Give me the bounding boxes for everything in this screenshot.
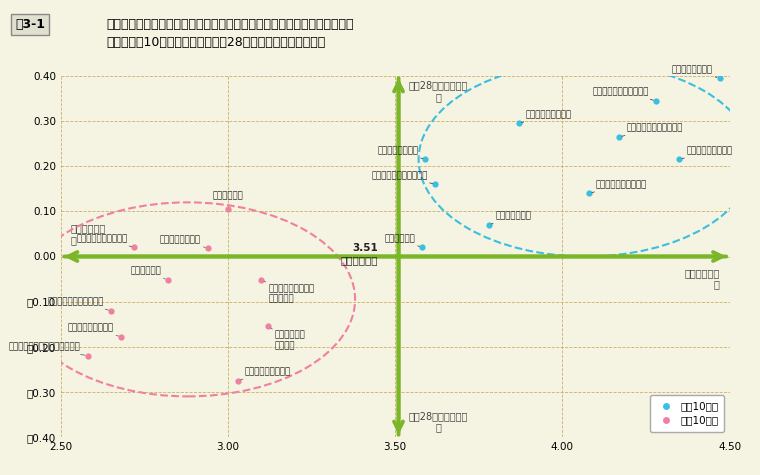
Text: 図3-1: 図3-1	[15, 18, 45, 31]
Text: 法令やルールの理解度: 法令やルールの理解度	[592, 180, 648, 192]
Text: 公務の将来性: 公務の将来性	[130, 267, 165, 279]
Text: 業務量に応じた人員配置: 業務量に応じた人員配置	[48, 297, 108, 310]
Text: 府省庁の社会貢献度: 府省庁の社会貢献度	[521, 110, 572, 123]
Text: パワハラの防止度: パワハラの防止度	[378, 146, 423, 159]
Text: 平成28年度調査より
低: 平成28年度調査より 低	[409, 411, 468, 433]
Text: 奉仕の実感の機会: 奉仕の実感の機会	[160, 235, 205, 247]
Text: キャリアに関する部下への助言: キャリアに関する部下への助言	[9, 342, 85, 355]
Text: 3.51
（総平均値）: 3.51 （総平均値）	[341, 244, 378, 265]
Text: 明るい雰囲気: 明るい雰囲気	[385, 234, 420, 247]
Text: セクハラの防止度: セクハラの防止度	[672, 65, 717, 77]
Text: 府省庁の国民への奉仕度: 府省庁の国民への奉仕度	[372, 171, 432, 184]
Text: 業務の効率化: 業務の効率化	[213, 192, 243, 201]
Text: 不祥事の再発防止の取組: 不祥事の再発防止の取組	[593, 88, 654, 100]
Text: 行政職俸給表（一）が適用される職員のうち、本府省庁勤務者の平均値：
上位・下位10項目の平均値、平成28年度調査との差の関係図: 行政職俸給表（一）が適用される職員のうち、本府省庁勤務者の平均値： 上位・下位1…	[106, 18, 354, 49]
Text: 所管行政の責任ある推進: 所管行政の責任ある推進	[622, 124, 682, 136]
Text: オフィス環境
の快適度: オフィス環境 の快適度	[271, 328, 306, 350]
Text: 総平均値より
高: 総平均値より 高	[684, 268, 720, 289]
Text: 総平均値より
低: 総平均値より 低	[71, 224, 106, 245]
Text: 府省庁の職場推奨度: 府省庁の職場推奨度	[68, 323, 119, 336]
Legend: 上位10項目, 下位10項目: 上位10項目, 下位10項目	[650, 395, 724, 432]
Text: 自身の将来イメージ: 自身の将来イメージ	[241, 368, 291, 380]
Text: 仕事の改善姿勢: 仕事の改善姿勢	[492, 212, 532, 224]
Text: 法令や倫理の遵守度: 法令や倫理の遵守度	[682, 146, 733, 159]
Text: 異動における適性・
育成の考慮: 異動における適性・ 育成の考慮	[264, 281, 315, 304]
Text: 平成28年度調査より
高: 平成28年度調査より 高	[409, 80, 468, 102]
Text: 退職後の生活の安心感: 退職後の生活の安心感	[76, 234, 131, 247]
